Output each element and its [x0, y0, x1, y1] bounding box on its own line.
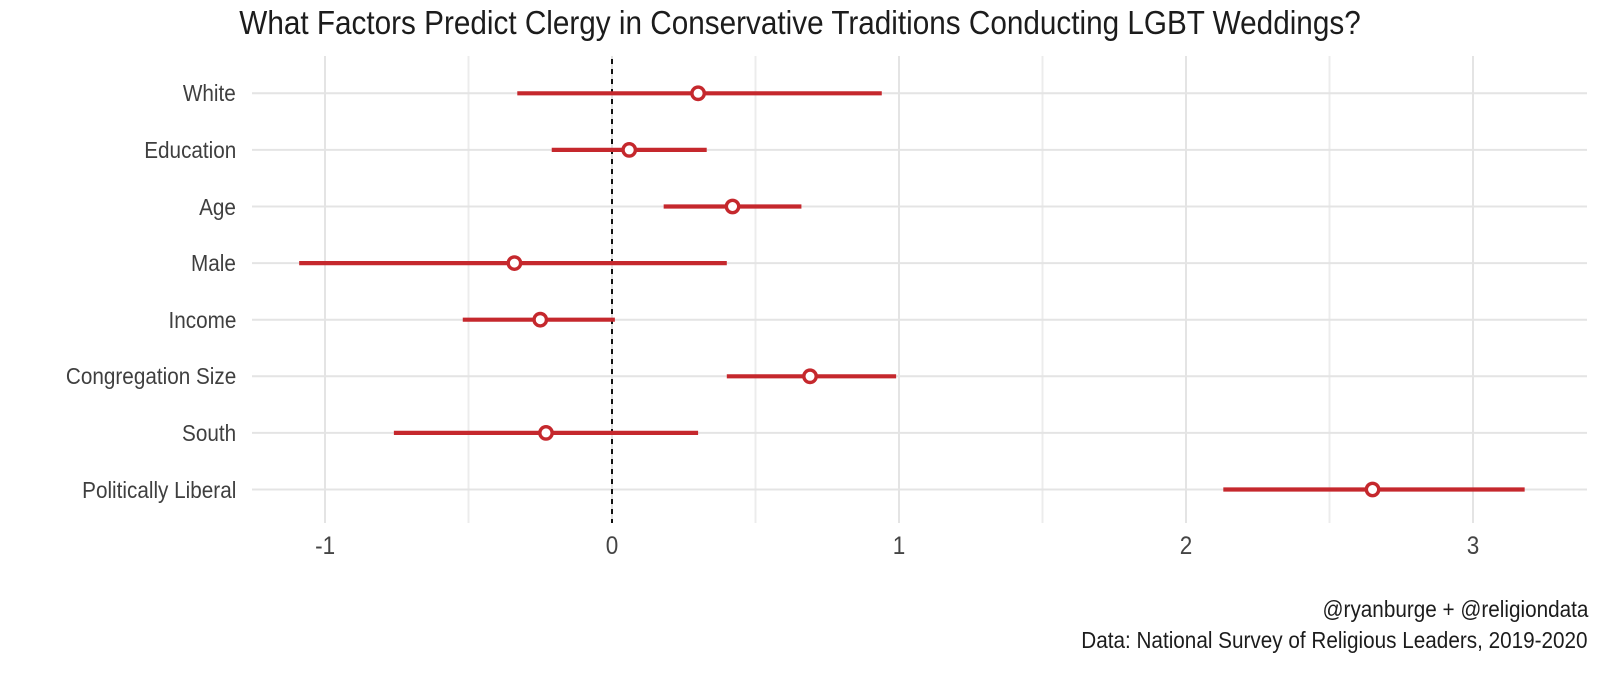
y-axis-label: South: [0, 418, 236, 448]
estimate-point: [690, 85, 706, 102]
y-axis-label-text: Age: [199, 193, 236, 220]
x-axis-tick-label: 3: [1413, 532, 1533, 560]
estimate-point: [506, 255, 523, 272]
y-axis-label: Income: [0, 305, 236, 335]
y-axis-label: Congregation Size: [0, 361, 236, 391]
x-axis-tick-text: -1: [314, 532, 335, 560]
y-axis-label-text: Income: [168, 306, 236, 333]
y-axis-label: Politically Liberal: [0, 475, 236, 505]
x-axis-tick-label: 2: [1126, 532, 1246, 560]
y-axis-label: White: [0, 78, 236, 108]
y-axis-label-text: Education: [143, 136, 236, 163]
x-axis-tick-text: 0: [605, 532, 619, 560]
estimate-point: [802, 368, 818, 385]
chart-caption: @ryanburge + @religiondata Data: Nationa…: [688, 594, 1588, 656]
x-axis-tick-text: 3: [1466, 532, 1480, 560]
estimate-point: [538, 424, 554, 441]
y-axis-labels: White Education Age Male Income Congregation …: [0, 0, 236, 673]
estimate-point: [532, 311, 549, 328]
estimate-point: [1364, 481, 1381, 498]
x-axis-tick-label: 0: [552, 532, 672, 560]
x-axis-tick-text: 1: [892, 532, 906, 560]
chart-title-text: What Factors Predict Clergy in Conservat…: [239, 4, 1361, 41]
x-axis-tick-text: 2: [1179, 532, 1193, 560]
y-axis-label: Age: [0, 192, 236, 222]
chart-title: What Factors Predict Clergy in Conservat…: [0, 4, 1600, 42]
dot-whisker-chart: [252, 56, 1587, 523]
y-axis-label-text: South: [181, 419, 236, 446]
estimate-point: [724, 198, 741, 215]
y-axis-label: Education: [0, 135, 236, 165]
y-axis-label-text: Politically Liberal: [81, 476, 236, 503]
y-axis-label-text: Male: [191, 250, 236, 277]
y-axis-label-text: Congregation Size: [65, 363, 236, 390]
x-axis-tick-label: 1: [839, 532, 959, 560]
caption-source-line: Data: National Survey of Religious Leade…: [688, 625, 1588, 656]
y-axis-label: Male: [0, 248, 236, 278]
caption-credit-line: @ryanburge + @religiondata: [688, 594, 1588, 625]
caption-credit-text: @ryanburge + @religiondata: [1322, 596, 1588, 622]
x-axis-tick-label: -1: [265, 532, 385, 560]
plot-panel: [252, 56, 1587, 523]
caption-source-text: Data: National Survey of Religious Leade…: [1081, 627, 1588, 653]
estimate-point: [621, 142, 638, 158]
y-axis-label-text: White: [183, 80, 236, 107]
